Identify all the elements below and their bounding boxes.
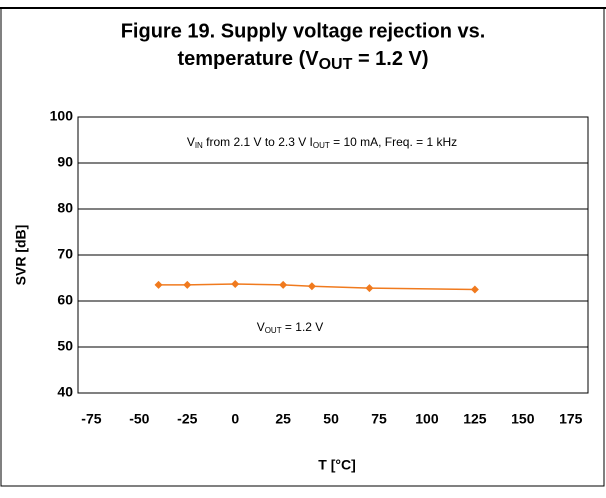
- y-tick-label: 90: [57, 154, 73, 170]
- y-tick-label: 80: [57, 200, 73, 216]
- data-point: [365, 284, 374, 293]
- chart-title: temperature (VOUT = 1.2 V): [177, 48, 428, 73]
- ann-part: V: [187, 135, 195, 149]
- series-line: [158, 283, 475, 291]
- x-tick-label: -50: [129, 411, 149, 427]
- ann-part: V: [257, 320, 265, 334]
- data-point: [231, 279, 240, 288]
- data-point: [470, 285, 479, 294]
- data-point: [154, 280, 163, 289]
- data-point: [183, 280, 192, 289]
- ann-part: = 10 mA, Freq. = 1 kHz: [330, 135, 457, 149]
- data-point: [307, 282, 316, 291]
- ann-part: from 2.1 V to 2.3 V I: [203, 135, 313, 149]
- x-tick-label: 50: [323, 411, 339, 427]
- y-tick-label: 50: [57, 338, 73, 354]
- x-tick-label: 25: [275, 411, 291, 427]
- x-axis-label: T [°C]: [318, 457, 355, 473]
- y-axis-label: SVR [dB]: [13, 225, 29, 286]
- annotation: VIN from 2.1 V to 2.3 V IOUT = 10 mA, Fr…: [187, 135, 457, 150]
- title-part: temperature (V: [177, 48, 319, 70]
- x-tick-label: 125: [463, 411, 487, 427]
- ann-sub: OUT: [265, 326, 282, 335]
- ann-sub: OUT: [313, 141, 330, 150]
- title-part: = 1.2 V): [352, 48, 428, 70]
- plot-area: [77, 116, 589, 394]
- y-tick-label: 100: [50, 108, 74, 124]
- frame: [0, 7, 605, 487]
- title-sub: OUT: [319, 56, 353, 73]
- y-tick-label: 70: [57, 246, 73, 262]
- x-tick-label: 100: [415, 411, 439, 427]
- x-tick-label: -25: [177, 411, 197, 427]
- y-tick-label: 40: [57, 384, 73, 400]
- ann-sub: IN: [195, 141, 203, 150]
- annotation: VOUT = 1.2 V: [257, 320, 324, 335]
- chart-title: Figure 19. Supply voltage rejection vs.: [121, 20, 486, 42]
- x-tick-label: 75: [371, 411, 387, 427]
- x-tick-label: 0: [231, 411, 239, 427]
- ann-part: = 1.2 V: [282, 320, 324, 334]
- y-tick-label: 60: [57, 292, 73, 308]
- x-tick-label: -75: [81, 411, 101, 427]
- data-point: [279, 280, 288, 289]
- x-tick-label: 175: [559, 411, 583, 427]
- x-tick-label: 150: [511, 411, 535, 427]
